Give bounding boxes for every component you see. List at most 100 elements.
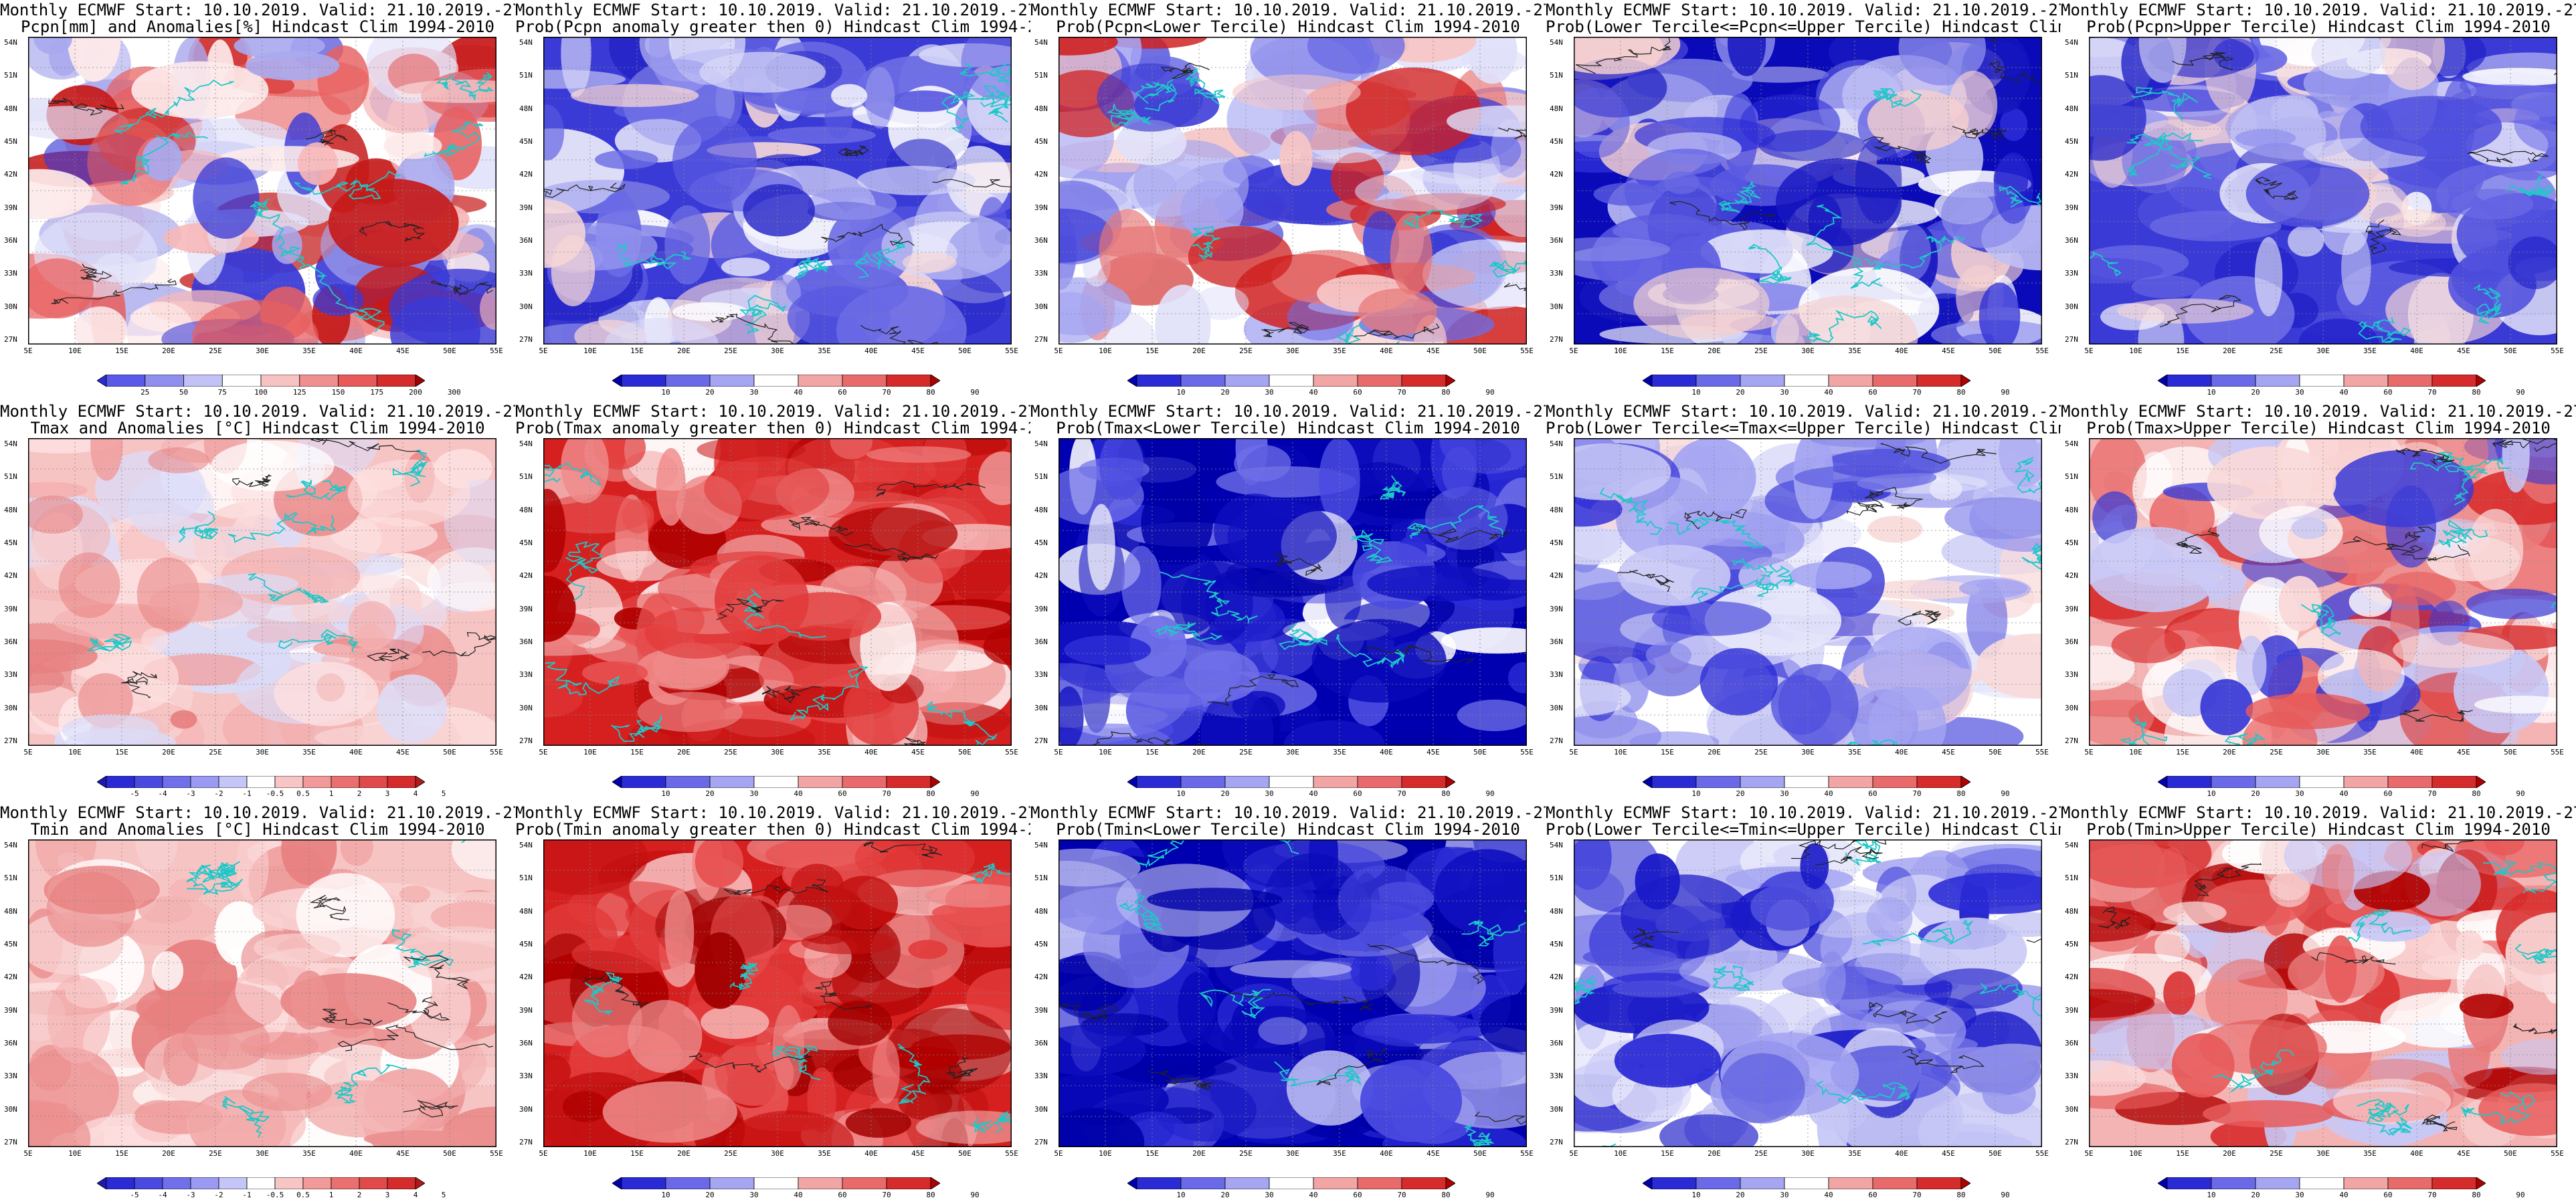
colorbar-tick-label: 20 bbox=[2251, 388, 2260, 397]
field-shade bbox=[2332, 1078, 2452, 1124]
latitude-label: 27N bbox=[519, 1138, 533, 1146]
colorbar-tick-label: 150 bbox=[331, 388, 345, 397]
field-shade bbox=[1099, 209, 1157, 291]
latitude-label: 33N bbox=[1034, 269, 1048, 278]
panel-title-line-1: Monthly ECMWF Start: 10.10.2019. Valid: … bbox=[1030, 402, 1546, 421]
longitude-label: 5E bbox=[2084, 748, 2094, 757]
longitude-label: 15E bbox=[1661, 346, 1674, 355]
longitude-label: 55E bbox=[1520, 748, 1534, 757]
colorbar-tick-label: -4 bbox=[158, 789, 167, 798]
coastline bbox=[1278, 622, 1327, 650]
longitude-label: 45E bbox=[2457, 748, 2470, 757]
field-shade bbox=[604, 318, 719, 344]
longitude-label: 20E bbox=[1192, 748, 1206, 757]
colorbar-swatch bbox=[415, 374, 426, 387]
latitude-label: 33N bbox=[2065, 269, 2078, 278]
panel-title-line-1: Monthly ECMWF Start: 10.10.2019. Valid: … bbox=[515, 803, 1030, 822]
colorbar-swatch bbox=[612, 1177, 622, 1190]
field-shade bbox=[2089, 258, 2163, 284]
longitude-label: 5E bbox=[539, 748, 548, 757]
field-shade bbox=[2103, 471, 2131, 494]
field-shade bbox=[1311, 619, 1447, 703]
panel-title-line-1: Monthly ECMWF Start: 10.10.2019. Valid: … bbox=[1030, 1, 1546, 19]
panel-title-line-1: Monthly ECMWF Start: 10.10.2019. Valid: … bbox=[2061, 1, 2576, 19]
colorbar-tick-label: 70 bbox=[1912, 1191, 1922, 1199]
longitude-label: 55E bbox=[490, 346, 503, 355]
longitude-label: 55E bbox=[1005, 748, 1018, 757]
coastline bbox=[2021, 542, 2042, 570]
colorbar-tick-label: 30 bbox=[749, 1191, 759, 1199]
map-field bbox=[2089, 37, 2557, 344]
field-shade bbox=[1360, 1060, 1463, 1142]
field-shade bbox=[1390, 213, 1433, 295]
latitude-label: 39N bbox=[1034, 203, 1048, 212]
field-shade bbox=[2379, 37, 2446, 90]
colorbar-tick-label: 90 bbox=[2001, 1191, 2010, 1199]
panel-title-line-1: Monthly ECMWF Start: 10.10.2019. Valid: … bbox=[1546, 1, 2061, 19]
longitude-label: 15E bbox=[115, 346, 128, 355]
longitude-label: 15E bbox=[115, 748, 128, 757]
longitude-label: 35E bbox=[302, 748, 316, 757]
field-shade bbox=[543, 1053, 571, 1089]
coastline bbox=[1756, 564, 1796, 597]
field-shade bbox=[316, 673, 345, 702]
field-shade bbox=[721, 258, 770, 277]
field-shade bbox=[348, 601, 397, 650]
latitude-label: 42N bbox=[4, 571, 17, 581]
longitude-label: 40E bbox=[1380, 346, 1393, 355]
colorbar-tick-label: 70 bbox=[882, 789, 891, 798]
field-shade bbox=[570, 84, 699, 107]
longitude-label: 45E bbox=[396, 346, 409, 355]
colorbar-tick-label: 10 bbox=[2207, 388, 2216, 397]
coastline bbox=[854, 239, 906, 278]
colorbar-tick-label: 30 bbox=[2295, 1191, 2304, 1199]
coastline bbox=[565, 540, 604, 601]
field-shade bbox=[1624, 148, 1748, 234]
contour-line bbox=[2421, 1114, 2458, 1132]
latitude-label: 51N bbox=[519, 472, 533, 482]
colorbar-tick-label: 20 bbox=[1220, 388, 1230, 397]
field-shade bbox=[1728, 37, 1766, 76]
field-shade bbox=[695, 839, 744, 888]
latitude-label: 36N bbox=[519, 637, 533, 646]
contour-line bbox=[387, 997, 450, 1021]
colorbar-swatch bbox=[1916, 1177, 1962, 1190]
latitude-label: 36N bbox=[4, 236, 17, 245]
field-shade bbox=[768, 592, 882, 641]
contour-line bbox=[904, 737, 926, 746]
field-shade bbox=[1380, 730, 1452, 746]
field-shade bbox=[1283, 720, 1385, 746]
field-shade bbox=[1200, 690, 1274, 746]
field-shade bbox=[2322, 843, 2355, 904]
colorbar-swatch bbox=[299, 374, 339, 387]
coastline bbox=[294, 171, 401, 200]
colorbar-swatch bbox=[798, 1177, 843, 1190]
longitude-label: 40E bbox=[864, 1149, 878, 1158]
field-shade bbox=[28, 258, 94, 319]
field-shade bbox=[1141, 482, 1213, 565]
colorbar-tick-label: 30 bbox=[1780, 789, 1789, 798]
longitude-label: 10E bbox=[68, 1149, 82, 1158]
field-shade bbox=[902, 252, 957, 273]
latitude-label: 36N bbox=[2065, 1039, 2078, 1047]
longitude-label: 35E bbox=[1848, 1149, 1861, 1158]
colorbar-swatch bbox=[246, 775, 276, 789]
colorbar-swatch bbox=[1445, 775, 1456, 789]
field-shade bbox=[399, 885, 431, 903]
colorbar-swatch bbox=[1960, 374, 1971, 387]
coastline bbox=[2119, 716, 2168, 746]
colorbar-swatch bbox=[1401, 374, 1447, 387]
colorbar-tick-label: 90 bbox=[2516, 789, 2525, 798]
field-shade bbox=[1681, 312, 1778, 332]
latitude-label: 27N bbox=[4, 335, 17, 344]
colorbar-swatch bbox=[1828, 374, 1873, 387]
field-shade bbox=[1994, 152, 2033, 224]
colorbar-swatch bbox=[1651, 1177, 1697, 1190]
field-shade bbox=[236, 839, 269, 902]
field-shade bbox=[390, 296, 480, 344]
colorbar-swatch bbox=[1180, 374, 1226, 387]
field-shade bbox=[2351, 912, 2431, 942]
coastline bbox=[2438, 519, 2488, 548]
colorbar-swatch bbox=[1180, 1177, 1226, 1190]
coastline bbox=[789, 666, 869, 721]
